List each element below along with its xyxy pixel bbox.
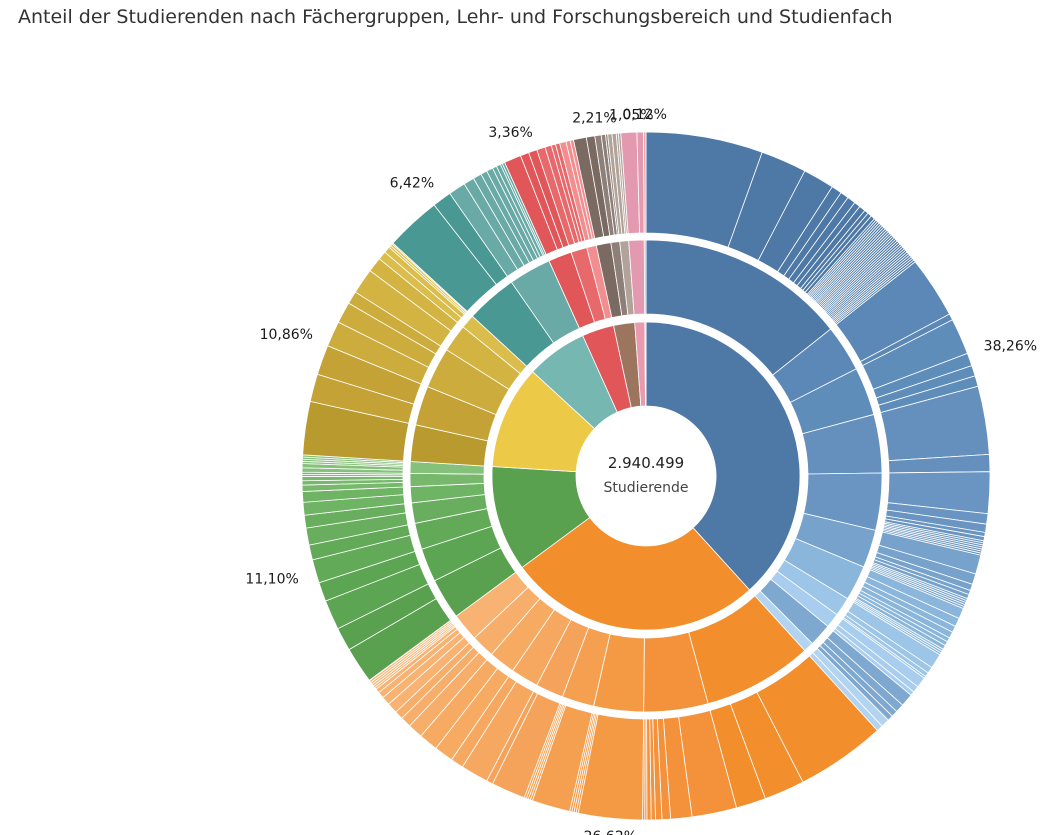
group-percent-label: 10,86% — [260, 327, 313, 343]
group-percent-label: 38,26% — [984, 338, 1037, 354]
group-percent-label: 6,42% — [390, 175, 434, 191]
group-percent-label: 2,21% — [572, 111, 616, 127]
group-percent-label: 26,62% — [584, 829, 637, 835]
group-percent-label: 11,10% — [245, 572, 298, 588]
group-percent-label: 0,12% — [622, 107, 666, 123]
percent-labels: 38,26% 26,62% 11,10% 10,86% 6,42% 3,36% 2,21%1… — [245, 107, 1037, 835]
lehr-forschungsbereich-ring — [409, 239, 883, 713]
subject-segment[interactable] — [643, 131, 647, 234]
area-segment[interactable] — [643, 239, 647, 315]
group-percent-label: 3,36% — [488, 125, 532, 141]
center-label: Studierende — [603, 480, 688, 496]
chart-title: Anteil der Studierenden nach Fächergrupp… — [18, 6, 893, 28]
faechergruppen-ring — [491, 321, 801, 631]
center-hole — [576, 406, 716, 546]
center-total: 2.940.499 — [608, 454, 684, 472]
group-percent-label: 1,05% — [609, 107, 653, 123]
studienfach-ring — [301, 131, 991, 821]
group-segment[interactable] — [644, 321, 647, 407]
